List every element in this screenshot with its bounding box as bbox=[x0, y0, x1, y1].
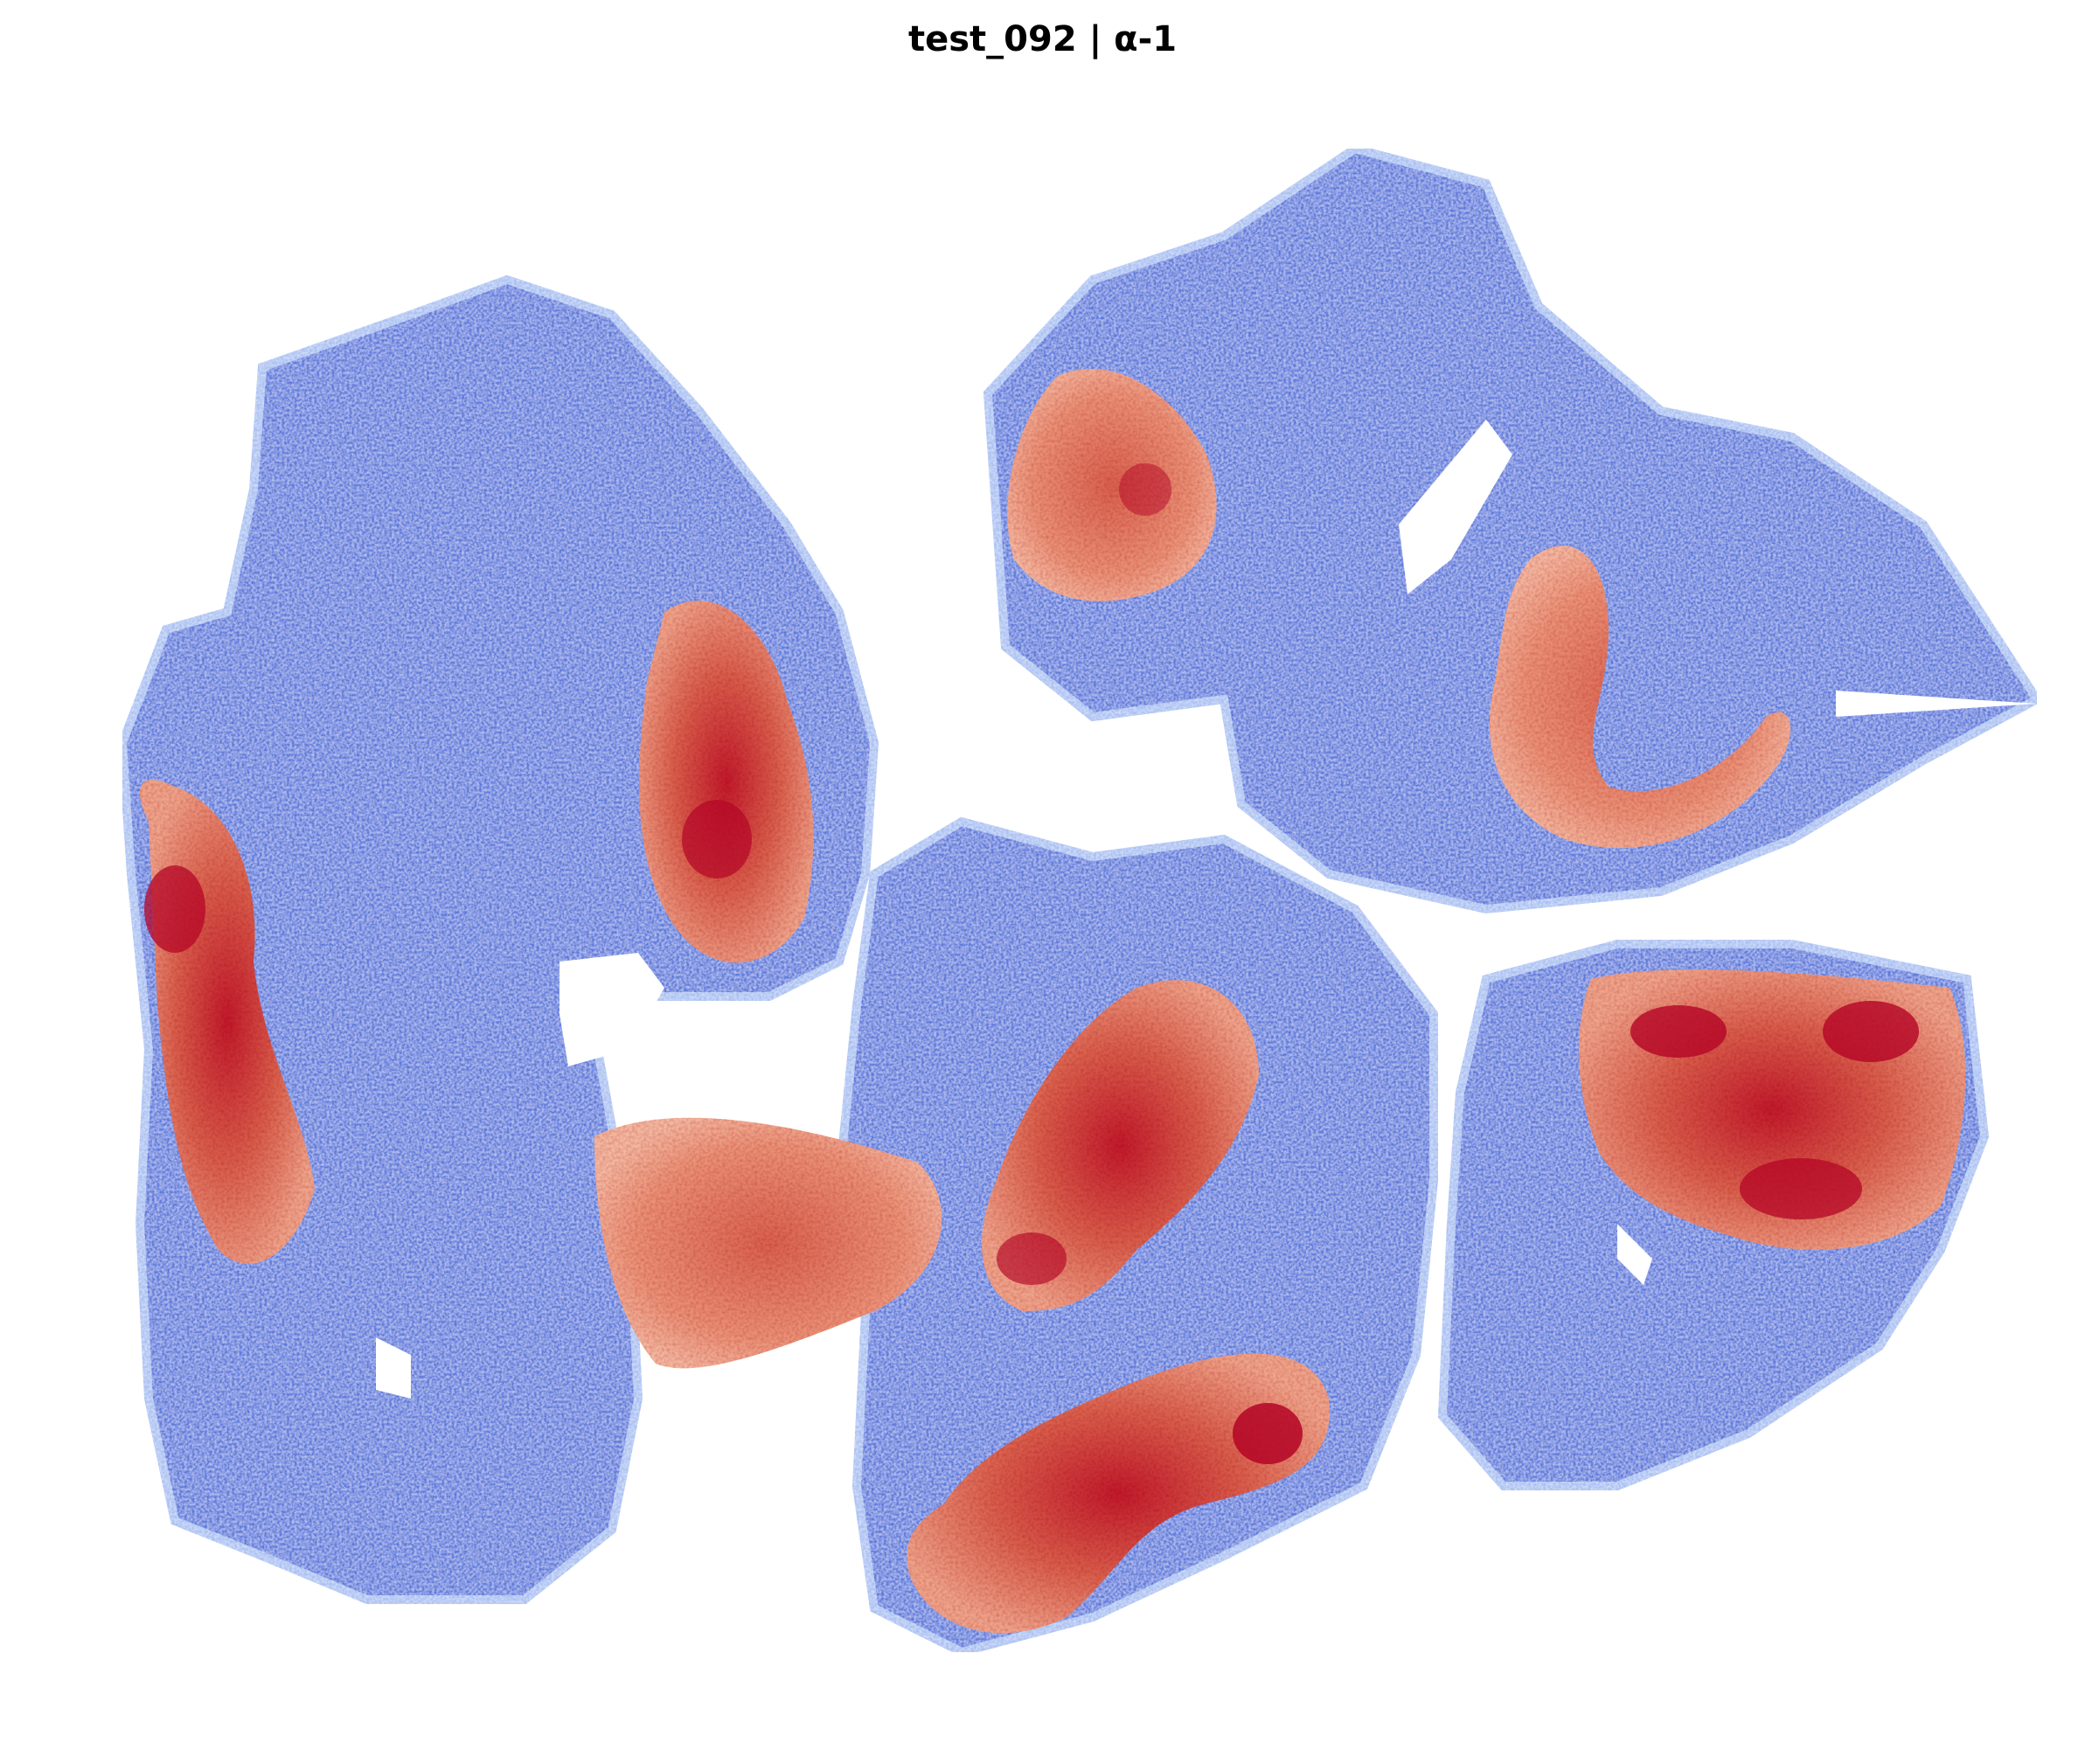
tissue-gap bbox=[559, 953, 664, 1066]
hot-region-upper-center bbox=[639, 601, 814, 963]
figure-title: test_092 | α-1 bbox=[907, 19, 1178, 59]
hot-spot bbox=[1630, 1005, 1727, 1058]
hot-spot bbox=[997, 1233, 1067, 1285]
warm-region-top-center bbox=[1007, 369, 1217, 601]
hot-region-center-diagonal bbox=[982, 980, 1259, 1311]
hot-spot bbox=[682, 800, 752, 879]
warm-region-top-right-arc bbox=[1489, 545, 1791, 849]
warm-region-center-band bbox=[594, 1117, 942, 1369]
hot-region-bottom bbox=[907, 1353, 1330, 1634]
tissue-gap bbox=[1836, 691, 2037, 717]
hot-spot bbox=[1233, 1403, 1303, 1464]
hot-spot bbox=[1119, 463, 1171, 516]
tissue-gap bbox=[1617, 1224, 1652, 1285]
tissue-gap bbox=[376, 1337, 411, 1399]
hot-spot bbox=[1740, 1158, 1862, 1219]
hot-spot bbox=[1823, 1001, 1919, 1062]
hot-spot bbox=[144, 865, 205, 953]
tissue-gap bbox=[1399, 420, 1512, 594]
